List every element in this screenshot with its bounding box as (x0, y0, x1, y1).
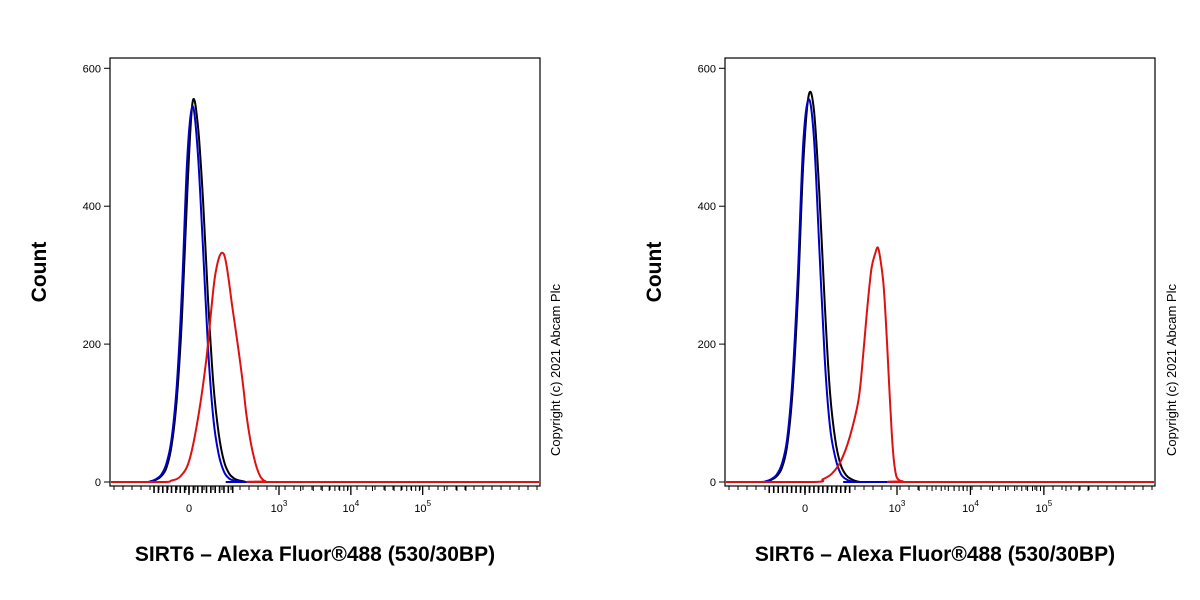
x-ticks-2: 0 103 104 105 (728, 486, 1153, 515)
x-tick-label-2: 104 (962, 499, 979, 515)
panel-1: 0 200 400 600 0 103 104 105 Count SIRT6 – Alex… (28, 57, 563, 566)
y-ticks-1: 0 200 400 600 (83, 63, 110, 489)
y-tick-label-600: 600 (83, 63, 101, 75)
y-tick-label-200: 200 (698, 339, 716, 351)
panel-2: 0 200 400 600 0 103 104 105 Count SIRT6 – Alex… (643, 57, 1179, 566)
copyright-2: Copyright (c) 2021 Abcam Plc (1164, 284, 1179, 456)
y-tick-label-200: 200 (83, 339, 101, 351)
series-line-0 (111, 97, 539, 484)
y-tick-label-400: 400 (698, 201, 716, 213)
x-axis-label-1: SIRT6 – Alexa Fluor®488 (530/30BP) (135, 543, 495, 566)
series-line-1 (726, 98, 1154, 484)
x-tick-label-1: 103 (889, 499, 906, 515)
plot-frame-1 (109, 57, 541, 487)
x-tick-label-3: 105 (1036, 499, 1053, 515)
x-axis-label-2: SIRT6 – Alexa Fluor®488 (530/30BP) (755, 543, 1115, 566)
x-tick-label-3: 105 (414, 499, 431, 515)
series-line-2 (726, 246, 1154, 484)
x-tick-label-0: 0 (186, 503, 192, 515)
y-tick-label-400: 400 (83, 201, 101, 213)
series-line-1 (111, 105, 539, 484)
x-tick-label-2: 104 (342, 499, 359, 515)
y-tick-label-0: 0 (710, 477, 716, 489)
y-tick-label-0: 0 (95, 477, 101, 489)
y-tick-label-600: 600 (698, 63, 716, 75)
x-tick-label-0: 0 (802, 503, 808, 515)
x-tick-label-1: 103 (271, 499, 288, 515)
series-line-0 (726, 90, 1154, 484)
y-ticks-2: 0 200 400 600 (698, 63, 725, 489)
series-group-1 (111, 97, 539, 484)
plot-frame-2 (724, 57, 1156, 487)
x-ticks-1: 0 103 104 105 (113, 486, 538, 515)
y-axis-label-1: Count (28, 242, 51, 303)
y-axis-label-2: Count (643, 242, 666, 303)
copyright-1: Copyright (c) 2021 Abcam Plc (548, 284, 563, 456)
series-line-2 (111, 251, 539, 484)
series-group-2 (726, 90, 1154, 484)
